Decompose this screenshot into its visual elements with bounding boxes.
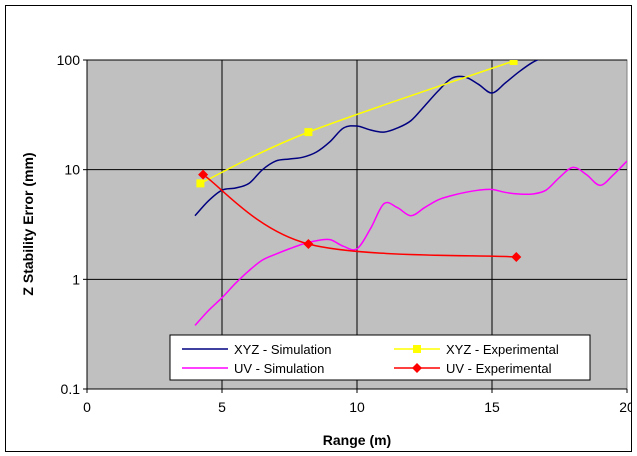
- x-tick-label: 0: [83, 399, 91, 415]
- series-line: [200, 60, 514, 185]
- y-tick-label: 10: [64, 162, 80, 178]
- x-axis-title: Range (m): [323, 432, 391, 448]
- legend-label: XYZ - Simulation: [234, 342, 332, 357]
- series: [194, 160, 627, 326]
- legend-box: [169, 334, 591, 381]
- series-group: [194, 60, 627, 326]
- x-tick-label: 10: [349, 399, 365, 415]
- legend-label: XYZ - Experimental: [446, 342, 559, 357]
- data-point: [412, 363, 422, 373]
- legend-label: UV - Experimental: [446, 361, 552, 376]
- data-point: [304, 128, 313, 137]
- data-point: [198, 169, 209, 180]
- legend-label: UV - Simulation: [234, 361, 324, 376]
- y-axis-title: Z Stability Error (mm): [20, 152, 36, 295]
- data-point: [413, 345, 421, 353]
- series-line: [202, 174, 517, 258]
- data-point: [509, 60, 518, 65]
- y-tick-label: 1: [72, 271, 80, 287]
- x-tick-label: 15: [484, 399, 500, 415]
- chart-frame: 0.1 1 10 100 0 5 10 15 20 XYZ - Simulation XYZ - …: [5, 5, 635, 452]
- series: [198, 169, 522, 262]
- series-line: [194, 60, 540, 217]
- y-tick-label: 0.1: [61, 381, 81, 397]
- legend: XYZ - Simulation XYZ - Experimental UV - S…: [169, 334, 591, 381]
- x-tick-label: 20: [619, 399, 631, 415]
- axes: 0.1 1 10 100 0 5 10 15 20: [57, 52, 635, 415]
- data-point: [196, 179, 205, 188]
- series: [196, 60, 518, 188]
- series: [194, 60, 540, 217]
- x-tick-label: 5: [218, 399, 226, 415]
- series-line: [194, 160, 627, 326]
- data-point: [511, 251, 522, 262]
- y-tick-label: 100: [57, 52, 81, 68]
- data-point: [303, 238, 314, 249]
